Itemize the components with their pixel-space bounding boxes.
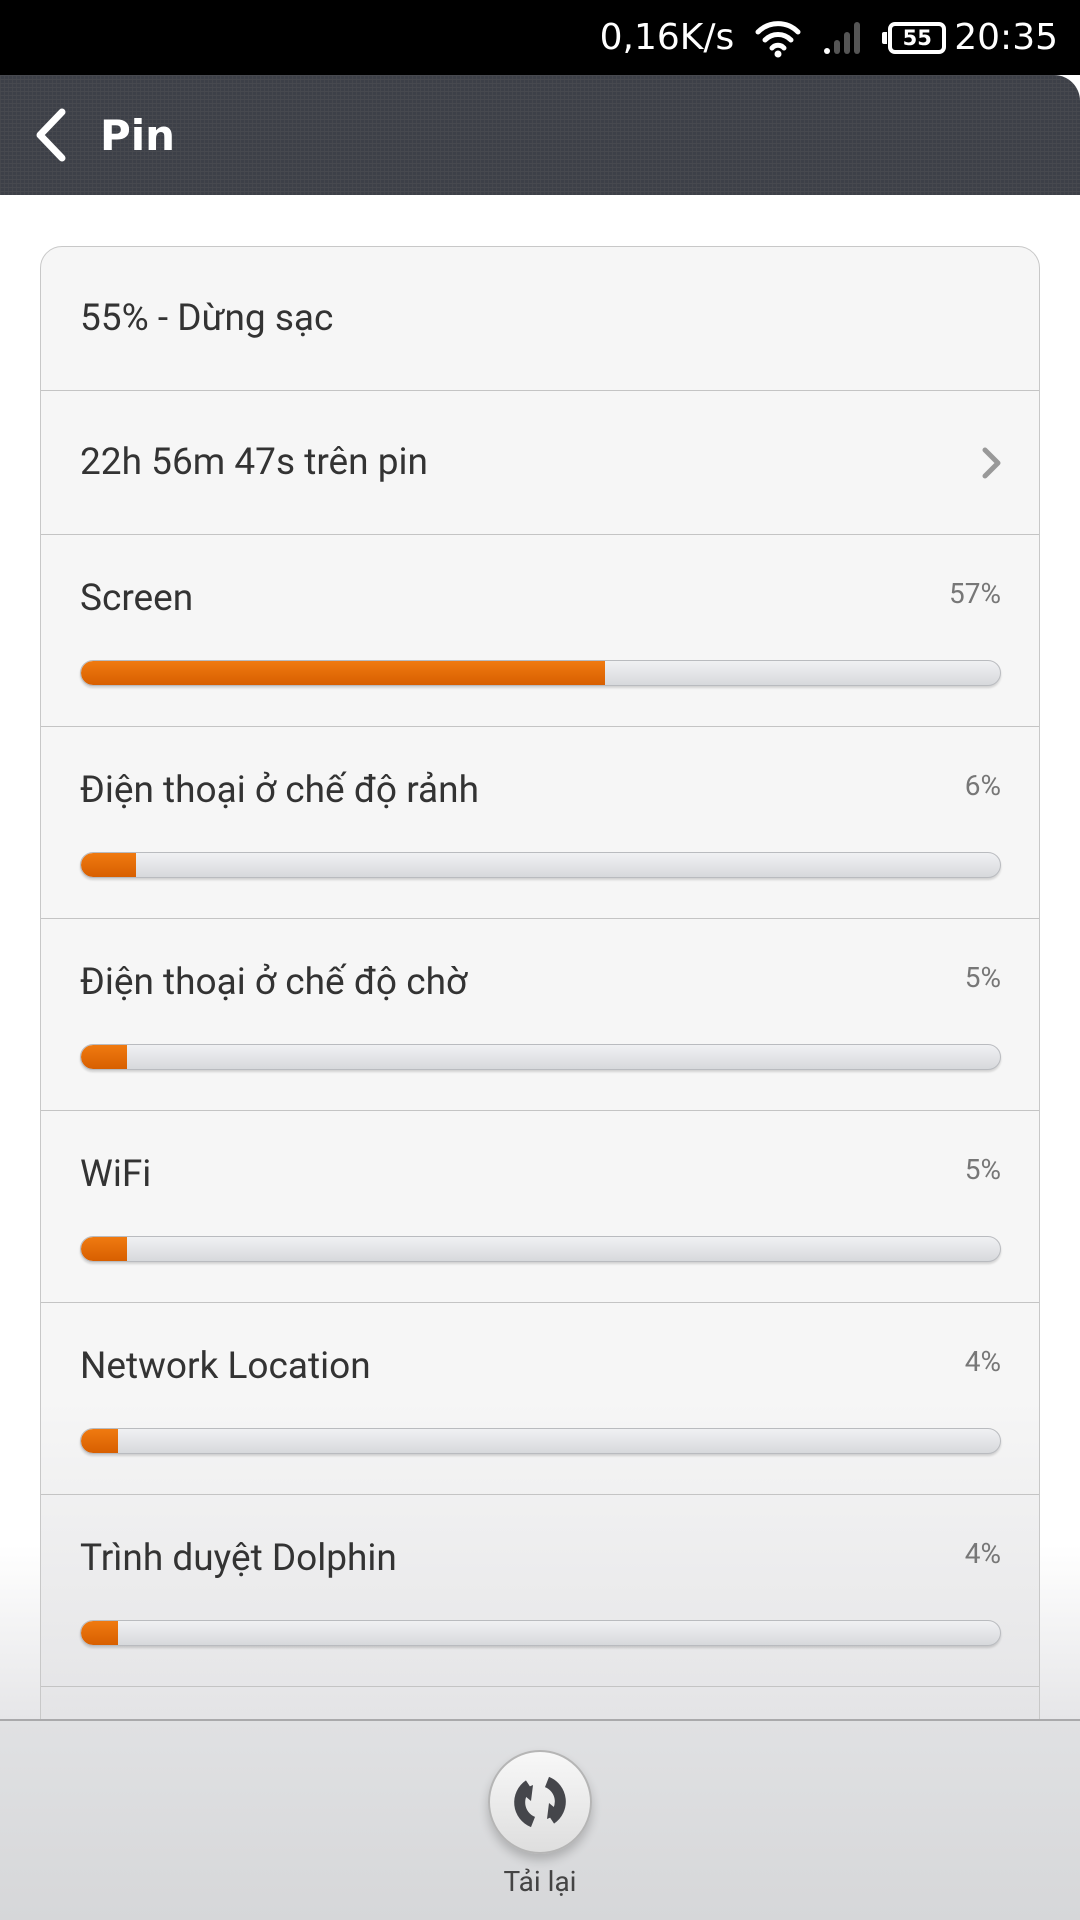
usage-bar	[80, 1044, 1001, 1070]
usage-row[interactable]: Network Location 4%	[41, 1303, 1039, 1495]
header: Pin	[0, 75, 1080, 195]
usage-name: WiFi	[80, 1153, 152, 1196]
battery-icon: 55	[882, 21, 947, 54]
reload-label: Tải lại	[503, 1865, 577, 1898]
usage-percent: 57%	[949, 577, 1001, 610]
usage-percent: 5%	[964, 961, 1001, 994]
usage-bar-fill	[81, 1621, 118, 1645]
usage-bar	[80, 1236, 1001, 1262]
usage-percent: 6%	[964, 769, 1001, 802]
bottom-bar: Tải lại	[0, 1719, 1080, 1920]
status-bar: 0,16K/s 55 20:35	[0, 0, 1080, 75]
usage-row[interactable]: Trình duyệt Dolphin 4%	[41, 1495, 1039, 1687]
usage-name: Network Location	[80, 1345, 371, 1388]
wifi-icon	[754, 18, 802, 58]
battery-state: 55% - Dừng sạc	[80, 297, 334, 340]
usage-bar-fill	[81, 853, 137, 877]
usage-name: Trình duyệt Dolphin	[80, 1537, 397, 1580]
usage-bar-fill	[81, 1237, 127, 1261]
usage-name: Điện thoại ở chế độ chờ	[80, 961, 468, 1004]
chevron-left-icon	[36, 108, 66, 162]
usage-bar-fill	[81, 661, 605, 685]
refresh-icon	[514, 1776, 566, 1828]
battery-card: 55% - Dừng sạc 22h 56m 47s trên pin Scre…	[40, 246, 1040, 1746]
usage-bar	[80, 1428, 1001, 1454]
usage-row[interactable]: Screen 57%	[41, 535, 1039, 727]
battery-state-row: 55% - Dừng sạc	[41, 247, 1039, 391]
usage-percent: 5%	[964, 1153, 1001, 1186]
usage-row[interactable]: Điện thoại ở chế độ rảnh 6%	[41, 727, 1039, 919]
on-battery-time: 22h 56m 47s trên pin	[80, 441, 428, 484]
usage-percent: 4%	[964, 1537, 1001, 1570]
usage-percent: 4%	[964, 1345, 1001, 1378]
usage-bar	[80, 852, 1001, 878]
clock: 20:35	[954, 17, 1058, 58]
usage-bar	[80, 1620, 1001, 1646]
usage-row[interactable]: WiFi 5%	[41, 1111, 1039, 1303]
reload-button[interactable]	[488, 1750, 592, 1854]
content: 55% - Dừng sạc 22h 56m 47s trên pin Scre…	[0, 195, 1080, 1746]
signal-icon	[822, 20, 862, 56]
usage-row[interactable]: Điện thoại ở chế độ chờ 5%	[41, 919, 1039, 1111]
usage-bar-fill	[81, 1429, 118, 1453]
network-speed: 0,16K/s	[599, 17, 735, 58]
back-button[interactable]	[0, 75, 100, 195]
usage-name: Điện thoại ở chế độ rảnh	[80, 769, 479, 812]
usage-bar-fill	[81, 1045, 127, 1069]
battery-history-row[interactable]: 22h 56m 47s trên pin	[41, 391, 1039, 535]
chevron-right-icon	[982, 447, 1001, 478]
battery-level: 55	[902, 25, 932, 50]
usage-name: Screen	[80, 577, 194, 620]
usage-bar	[80, 660, 1001, 686]
page-title: Pin	[100, 110, 176, 160]
